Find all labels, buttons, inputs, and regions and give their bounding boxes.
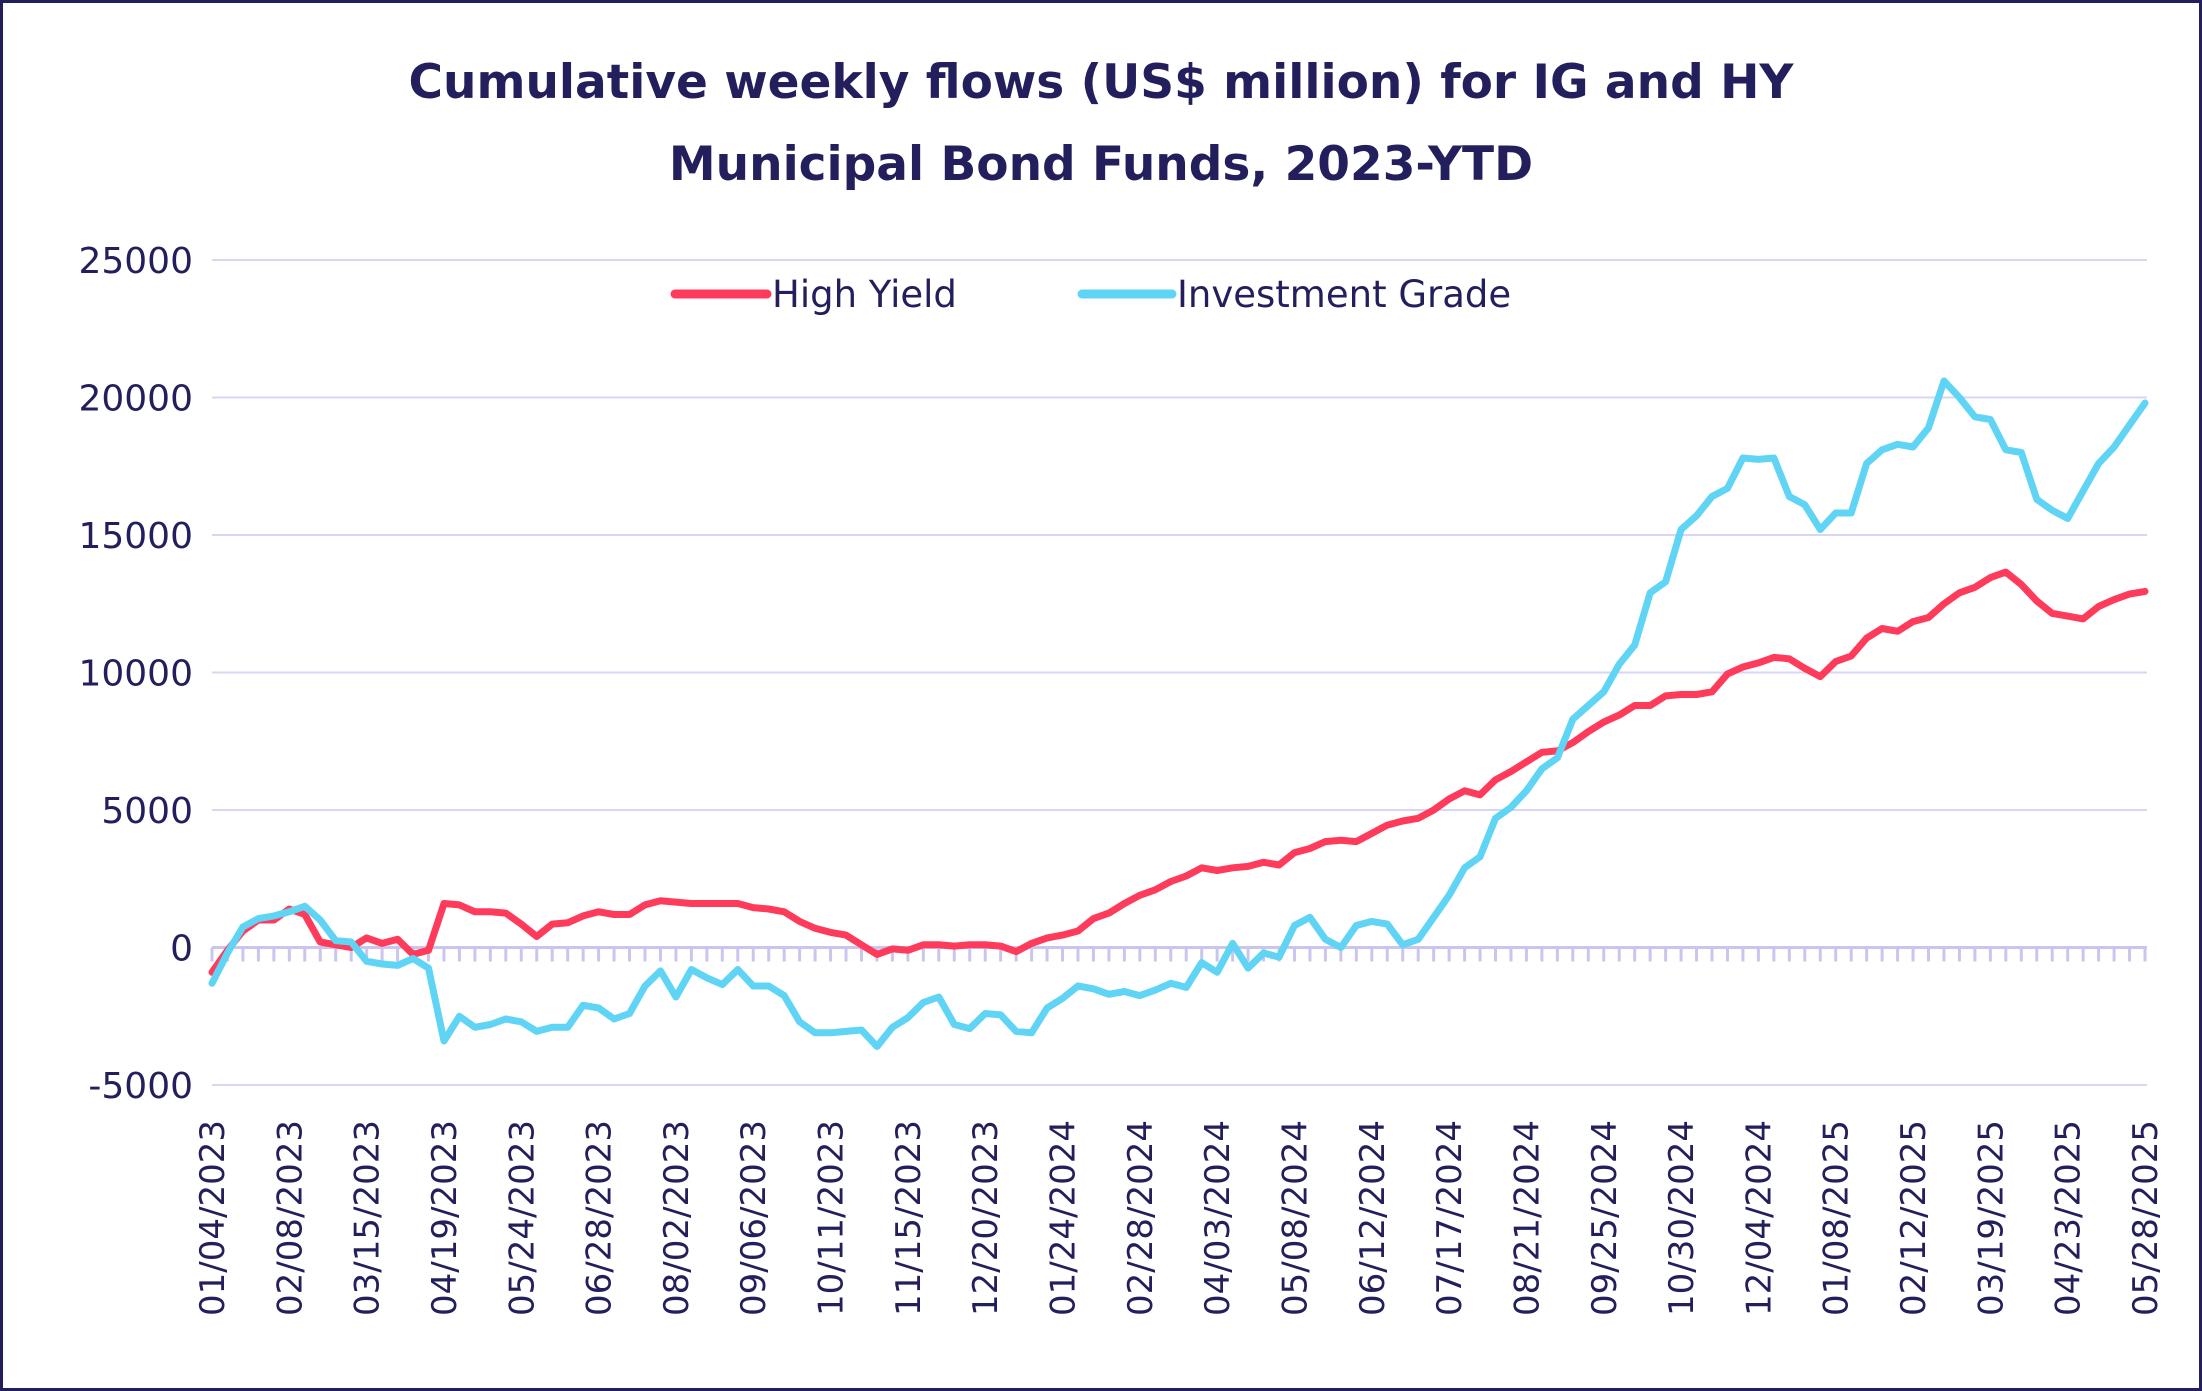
x-tick-label: 03/19/2025	[1971, 1120, 2011, 1316]
legend: High Yield Investment Grade	[670, 273, 1511, 316]
legend-label-investment-grade: Investment Grade	[1177, 273, 1511, 316]
chart-title: Cumulative weekly flows (US$ million) fo…	[0, 42, 2202, 206]
x-tick-label: 01/04/2023	[193, 1120, 233, 1316]
x-tick-label: 07/17/2024	[1430, 1120, 1470, 1316]
x-tick-label: 04/19/2023	[425, 1120, 465, 1316]
y-axis-tick-labels: 25000 20000 15000 10000 5000 0 -5000	[78, 241, 193, 1107]
y-tick-label: 25000	[78, 241, 193, 282]
x-tick-label: 09/25/2024	[1585, 1120, 1625, 1316]
x-axis-tick-labels: 01/04/2023 02/08/2023 03/15/2023 04/19/2023…	[193, 1120, 2166, 1316]
x-tick-label: 04/03/2024	[1198, 1120, 1238, 1316]
x-tick-label: 10/11/2023	[812, 1120, 852, 1316]
x-tick-label: 06/28/2023	[580, 1120, 620, 1316]
x-tick-label: 05/24/2023	[502, 1120, 542, 1316]
x-tick-label: 09/06/2023	[734, 1120, 774, 1316]
x-tick-label: 10/30/2024	[1662, 1120, 1702, 1316]
x-tick-label: 08/21/2024	[1507, 1120, 1547, 1316]
x-tick-label: 02/12/2025	[1894, 1120, 1934, 1316]
series-line-investment-grade	[208, 377, 2149, 1050]
series-line-high-yield	[208, 568, 2149, 976]
legend-label-high-yield: High Yield	[772, 273, 957, 316]
gridlines	[210, 259, 2147, 1086]
series-lines	[208, 377, 2149, 1050]
x-tick-label: 02/08/2023	[270, 1120, 310, 1316]
x-tick-label: 01/24/2024	[1044, 1120, 1084, 1316]
x-tick-label: 02/28/2024	[1121, 1120, 1161, 1316]
y-tick-label: 5000	[101, 791, 193, 832]
x-tick-label: 01/08/2025	[1817, 1120, 1857, 1316]
y-tick-label: 0	[170, 929, 193, 970]
chart-title-line-2: Municipal Bond Funds, 2023-YTD	[668, 137, 1534, 192]
x-tick-label: 04/23/2025	[2049, 1120, 2089, 1316]
x-tick-label: 08/02/2023	[657, 1120, 697, 1316]
y-tick-label: -5000	[88, 1066, 193, 1107]
x-tick-label: 05/28/2025	[2126, 1120, 2166, 1316]
x-tick-label: 06/12/2024	[1353, 1120, 1393, 1316]
y-tick-label: 20000	[78, 379, 193, 420]
x-tick-label: 11/15/2023	[889, 1120, 929, 1316]
y-tick-label: 10000	[78, 654, 193, 695]
chart-title-line-1: Cumulative weekly flows (US$ million) fo…	[408, 55, 1794, 110]
y-tick-label: 15000	[78, 516, 193, 557]
x-tick-label: 12/20/2023	[966, 1120, 1006, 1316]
x-tick-label: 03/15/2023	[348, 1120, 388, 1316]
x-tick-label: 12/04/2024	[1739, 1120, 1779, 1316]
x-tick-label: 05/08/2024	[1275, 1120, 1315, 1316]
